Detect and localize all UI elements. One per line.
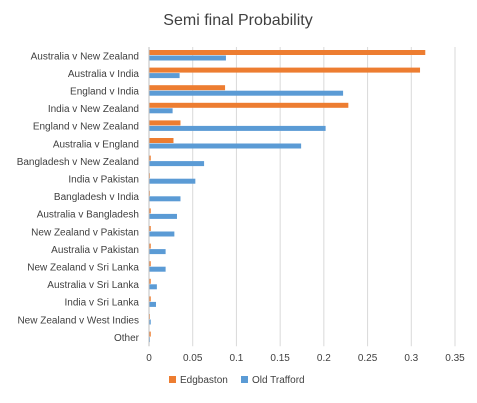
category-label: Bangladesh v New Zealand [17,157,139,168]
bar-edgbaston [149,331,151,337]
category-label: India v Sri Lanka [65,298,140,309]
category-labels: Australia v New Zealand Australia v India… [17,51,140,344]
category-label: Australia v England [53,139,139,150]
category-label: England v New Zealand [33,122,139,133]
bar-edgbaston [149,278,151,284]
bar-old-trafford [149,143,302,149]
bar-edgbaston [149,208,151,214]
x-tick-label: 0.3 [404,353,418,364]
x-tick-label: 0.1 [229,353,243,364]
x-tick-labels: 0 0.05 0.1 0.15 0.2 0.25 0.3 0.35 [146,353,465,364]
category-label: Other [114,333,140,344]
category-label: Australia v India [68,69,140,80]
x-tick-label: 0.15 [270,353,290,364]
bar-old-trafford [149,55,226,61]
bar-old-trafford [149,301,156,307]
category-label: England v India [70,87,139,98]
bar-edgbaston [149,261,151,267]
bar-edgbaston [149,102,349,108]
legend-label-edgbaston: Edgbaston [180,375,228,386]
chart-title: Semi final Probability [163,12,312,29]
bar-old-trafford [149,108,173,114]
bar-old-trafford [149,73,180,79]
legend-swatch-edgbaston [169,376,176,383]
category-label: Australia v New Zealand [31,51,139,62]
bar-edgbaston [149,67,421,73]
category-label: India v New Zealand [48,104,139,115]
gridlines [192,47,456,347]
x-tick-label: 0.2 [317,353,331,364]
category-label: Australia v Sri Lanka [47,280,139,291]
bar-edgbaston [149,85,226,91]
category-label: Bangladesh v India [54,192,140,203]
legend-label-old-trafford: Old Trafford [252,375,305,386]
category-label: New Zealand v West Indies [17,315,139,326]
bar-old-trafford [149,178,196,184]
bar-edgbaston [149,226,151,231]
bar-old-trafford [149,213,177,219]
x-tick-label: 0.25 [358,353,378,364]
bar-old-trafford [149,161,205,167]
bar-old-trafford [149,196,181,202]
x-tick-label: 0 [146,353,152,364]
x-tick-label: 0.05 [183,353,203,364]
bar-edgbaston [149,296,151,302]
category-label: India v Pakistan [68,175,139,186]
bar-edgbaston [149,155,151,161]
bar-old-trafford [149,319,151,325]
legend: Edgbaston Old Trafford [169,375,305,386]
category-label: New Zealand v Sri Lanka [27,263,139,274]
bar-edgbaston [149,138,174,143]
bar-old-trafford [149,125,326,131]
bar-old-trafford [149,90,344,96]
bar-old-trafford [149,284,157,290]
bar-edgbaston [149,243,151,249]
bar-edgbaston [149,120,181,126]
category-label: Australia v Bangladesh [37,210,139,221]
category-label: Australia v Pakistan [51,245,139,256]
x-tick-label: 0.35 [445,353,465,364]
bar-edgbaston [149,50,426,55]
category-label: New Zealand v Pakistan [31,227,139,238]
legend-swatch-old-trafford [241,376,248,383]
bar-old-trafford [149,249,166,255]
bars [149,50,426,343]
bar-old-trafford [149,231,175,237]
bar-old-trafford [149,266,166,272]
